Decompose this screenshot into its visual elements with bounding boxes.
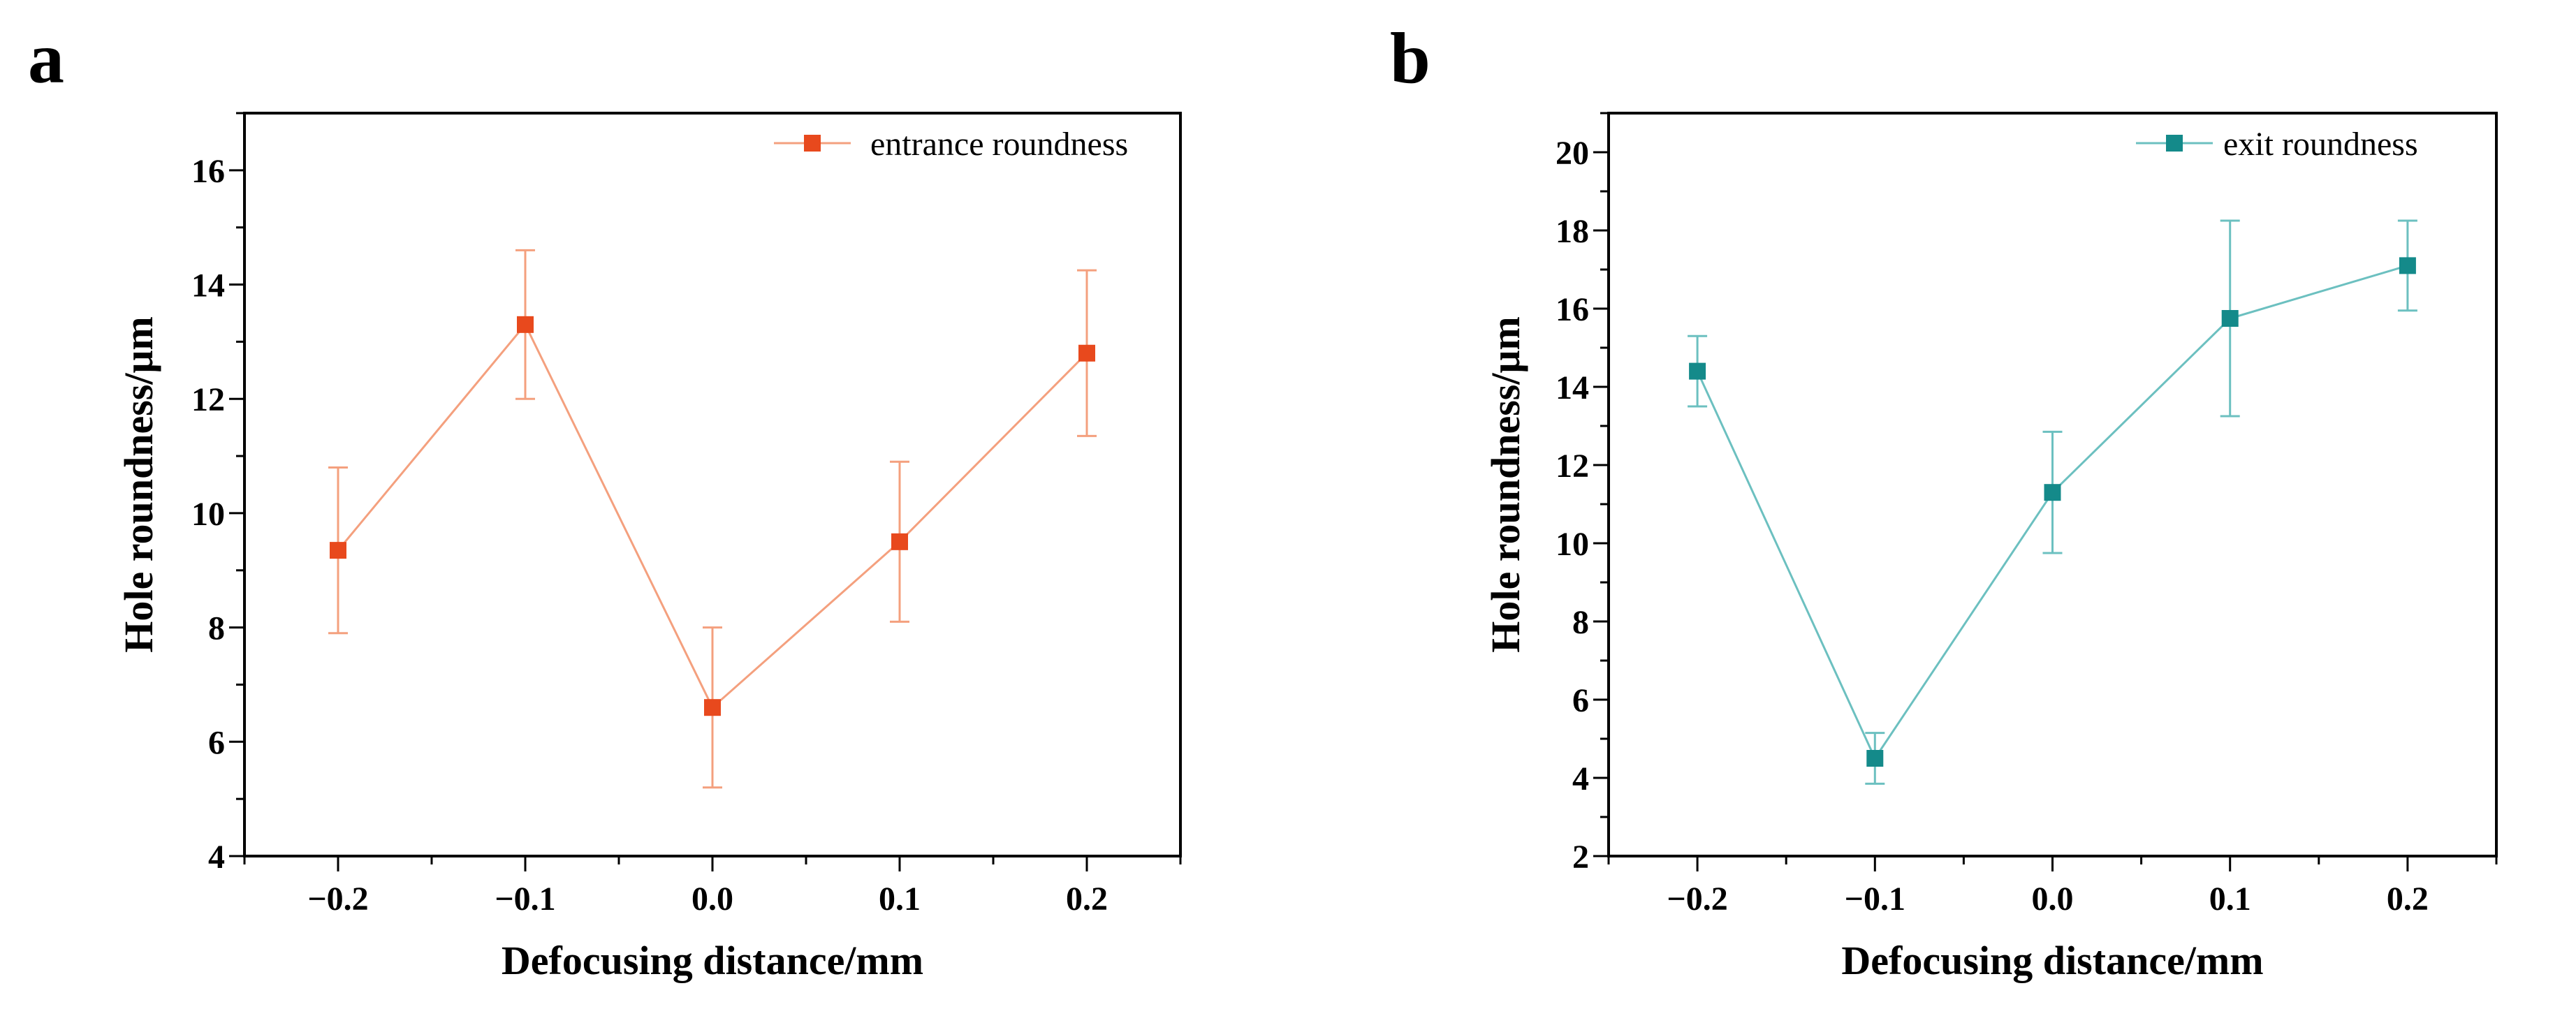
data-point <box>2221 310 2239 327</box>
data-point <box>891 533 908 550</box>
x-tick-label: 0.0 <box>691 881 733 918</box>
x-tick-label: 0.0 <box>2032 881 2074 918</box>
y-tick-label: 2 <box>1572 839 1589 876</box>
y-tick-label: 8 <box>208 610 225 647</box>
y-tick-label: 16 <box>191 153 225 190</box>
y-tick-label: 4 <box>1572 760 1589 797</box>
x-tick-label: −0.1 <box>1845 881 1905 918</box>
y-tick-label: 14 <box>1556 369 1589 406</box>
y-axis-title: Hole roundness/μm <box>1483 316 1528 652</box>
x-tick-label: 0.2 <box>2387 881 2429 918</box>
legend-marker <box>804 135 821 152</box>
y-tick-label: 18 <box>1556 213 1589 250</box>
x-tick-label: −0.1 <box>495 881 555 918</box>
data-point <box>2044 484 2061 501</box>
data-point <box>1866 750 1884 767</box>
x-tick-label: −0.2 <box>307 881 368 918</box>
y-tick-label: 6 <box>208 724 225 761</box>
panel-label: b <box>1390 18 1430 98</box>
x-tick-label: −0.2 <box>1667 881 1727 918</box>
y-tick-label: 16 <box>1556 291 1589 328</box>
data-point <box>1078 344 1095 362</box>
y-tick-label: 4 <box>208 839 225 876</box>
data-point <box>2399 257 2416 274</box>
data-point <box>1689 362 1706 380</box>
panel-label: a <box>28 18 64 98</box>
legend-label: exit roundness <box>2223 126 2418 163</box>
y-tick-label: 20 <box>1556 135 1589 172</box>
panel-a: a −0.2 −0.1 0.0 0.1 0.2 4 6 8 10 12 14 16 Defocusing … <box>28 18 1182 983</box>
legend-label: entrance roundness <box>870 126 1128 163</box>
data-point <box>517 316 534 333</box>
y-axis-title: Hole roundness/μm <box>116 316 161 652</box>
x-tick-label: 0.1 <box>2209 881 2251 918</box>
y-tick-label: 12 <box>1556 448 1589 485</box>
panel-b: b −0.2 −0.1 0.0 0.1 0.2 2 4 6 8 10 12 14 16 18 20 Defocu… <box>1390 18 2498 983</box>
y-tick-label: 14 <box>191 267 225 304</box>
legend-marker <box>2166 135 2183 152</box>
x-tick-label: 0.2 <box>1066 881 1108 918</box>
x-axis-title: Defocusing distance/mm <box>502 938 923 983</box>
y-tick-label: 10 <box>191 496 225 533</box>
data-point <box>704 699 721 716</box>
y-tick-label: 6 <box>1572 682 1589 719</box>
data-point <box>330 542 346 559</box>
y-tick-label: 8 <box>1572 604 1589 641</box>
x-tick-label: 0.1 <box>879 881 921 918</box>
x-axis-title: Defocusing distance/mm <box>1841 938 2263 983</box>
y-tick-label: 10 <box>1556 526 1589 563</box>
y-tick-label: 12 <box>191 381 225 418</box>
